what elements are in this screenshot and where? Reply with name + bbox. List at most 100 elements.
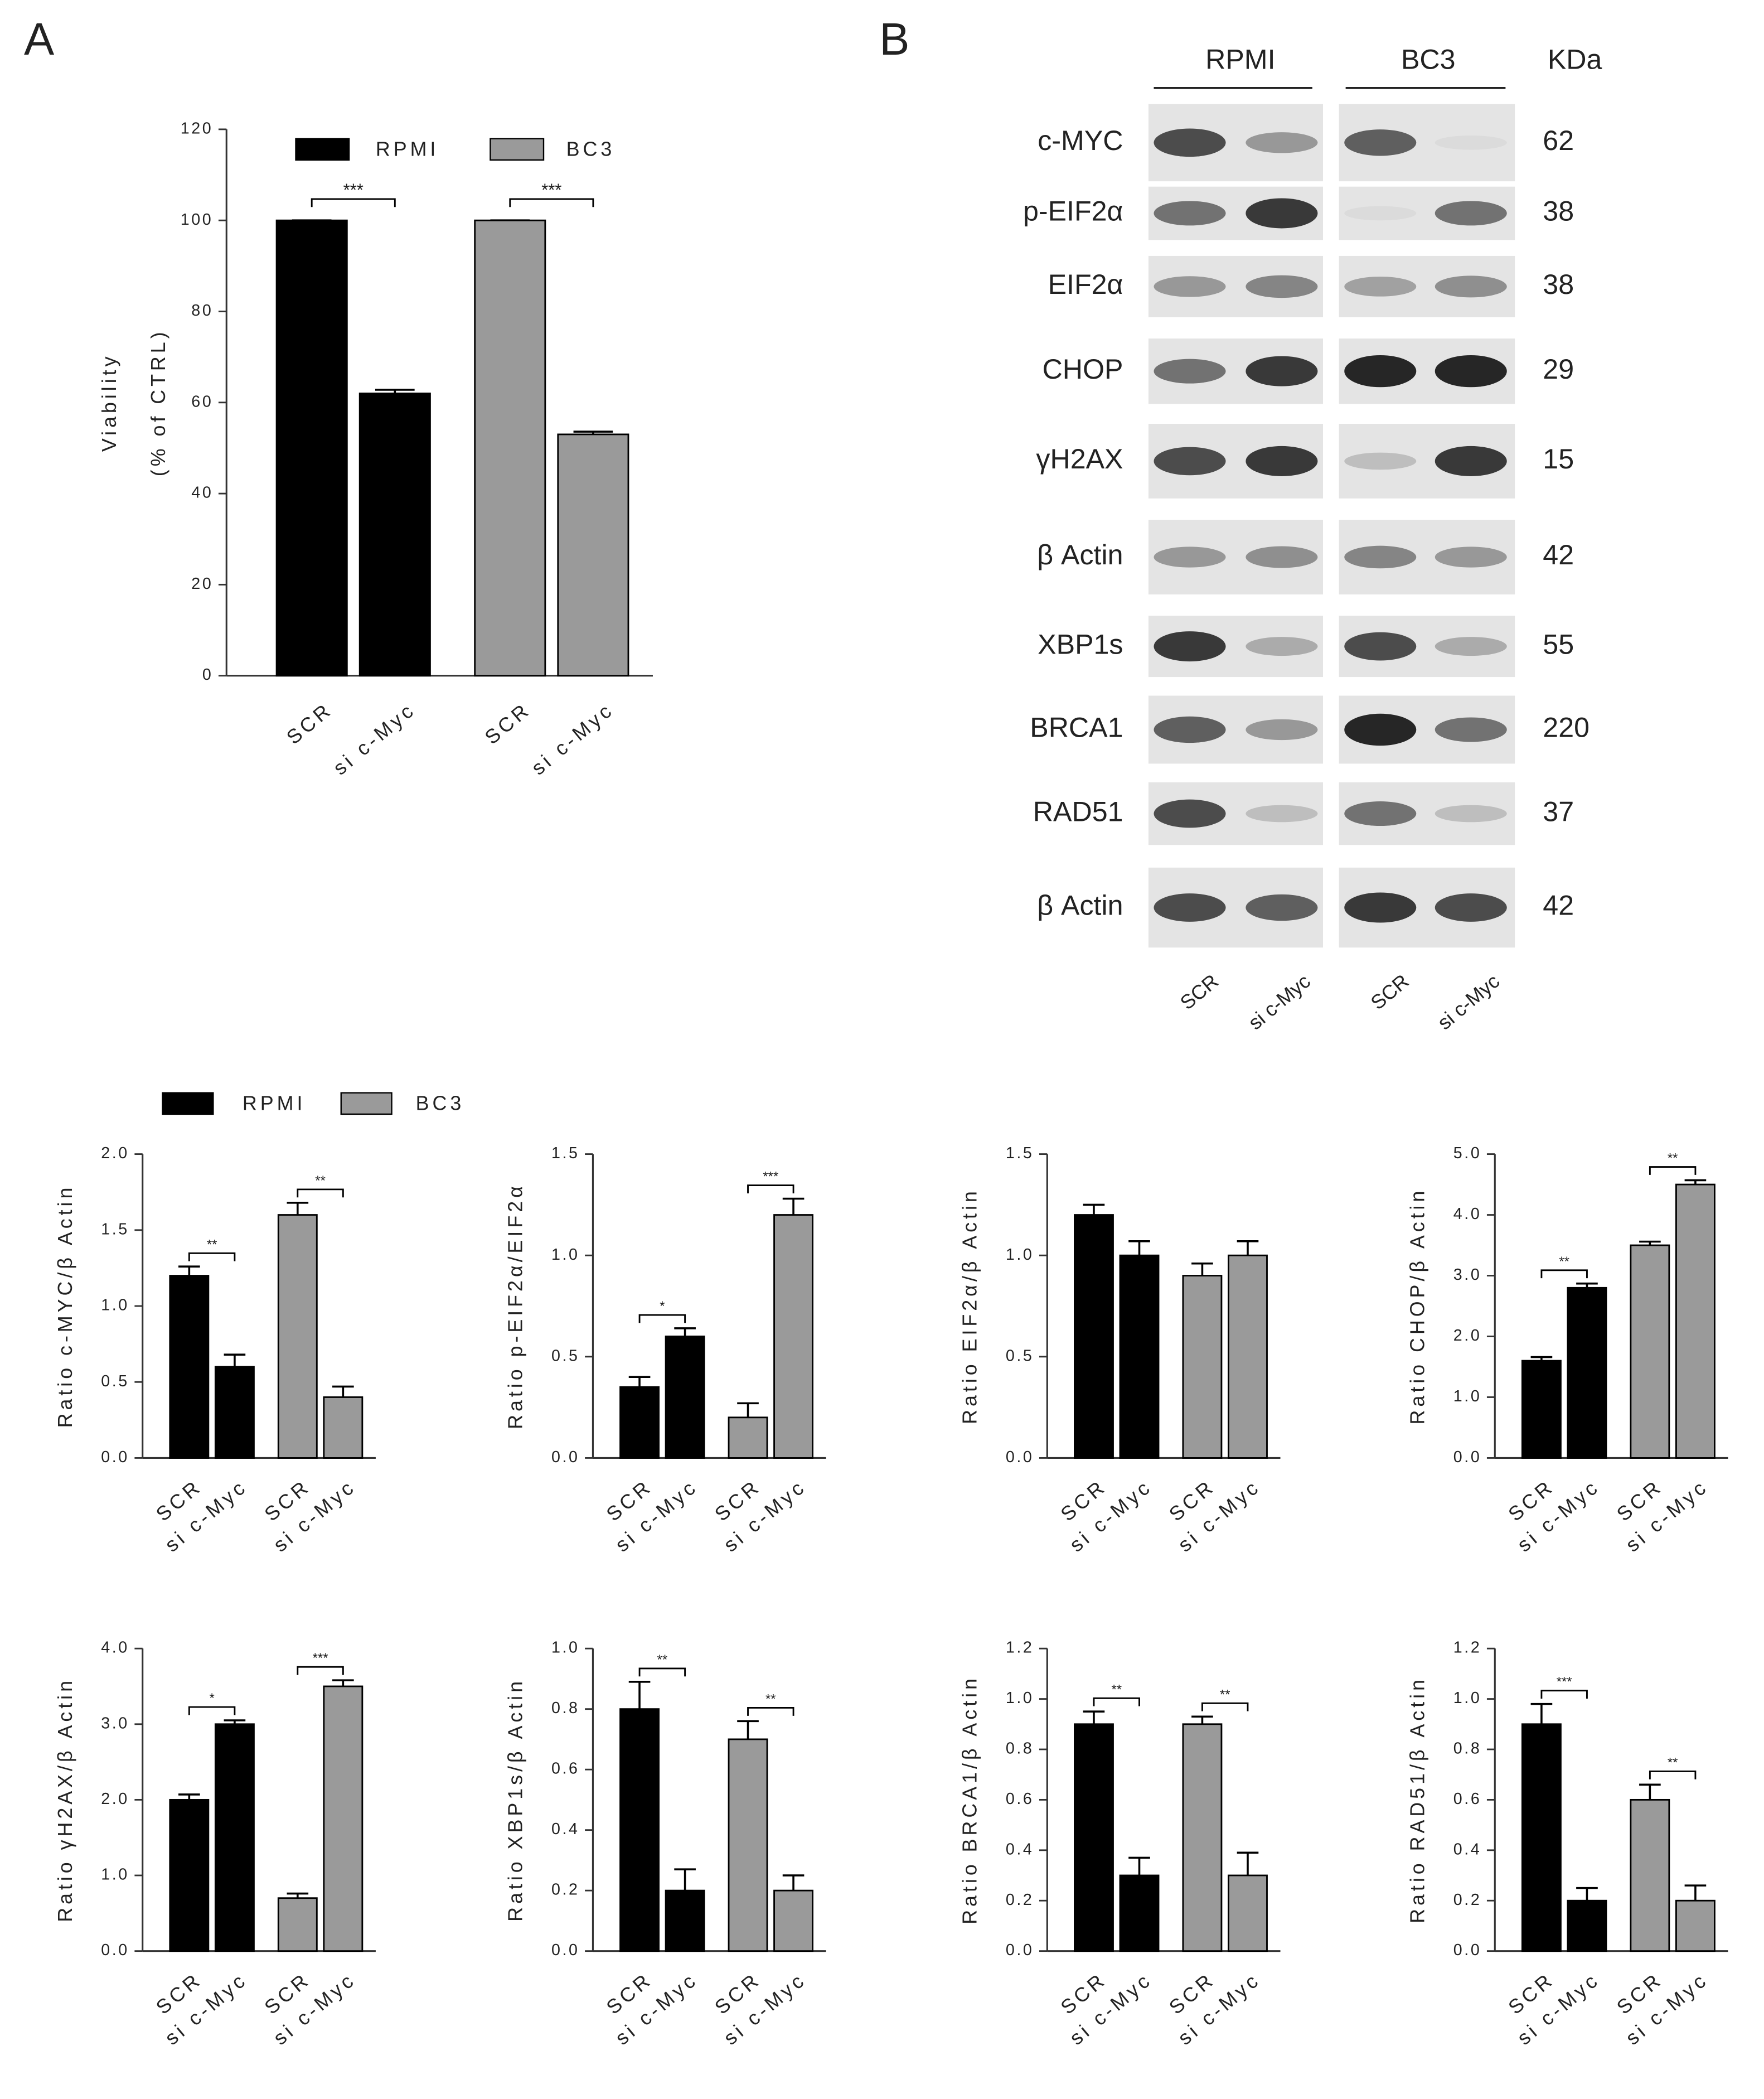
blot-band (1154, 893, 1226, 922)
significance-bracket (1649, 1166, 1697, 1175)
blot-band (1246, 356, 1318, 386)
significance-bracket (1540, 1269, 1588, 1279)
significance-bracket (188, 1252, 236, 1261)
bar (1119, 1254, 1160, 1459)
panel-label: A (24, 14, 55, 65)
y-tick-label: 0.0 (101, 1448, 129, 1466)
blot-band (1246, 805, 1318, 823)
y-tick-label: 1.0 (551, 1246, 580, 1264)
significance-label: ** (1668, 1151, 1678, 1166)
bar (214, 1366, 255, 1459)
bar (277, 1897, 318, 1952)
significance-label: * (209, 1691, 214, 1706)
y-tick-label: 0.4 (551, 1820, 580, 1838)
blot-row-label: CHOP (1043, 354, 1123, 385)
y-tick-label: 1.5 (101, 1220, 129, 1238)
bar (1630, 1244, 1670, 1459)
bar (557, 433, 629, 677)
x-tick-label: SCR (481, 698, 535, 749)
blot-strip (1339, 255, 1515, 317)
y-tick-label: 0.0 (101, 1941, 129, 1959)
legend-label: RPMI (376, 138, 439, 161)
blot-band (1344, 632, 1417, 661)
y-tick-label: 1.5 (551, 1144, 580, 1162)
y-tick-label: 80 (191, 302, 213, 320)
blot-row-label: RAD51 (1033, 796, 1123, 827)
blot-band (1344, 277, 1417, 297)
significance-label: *** (313, 1651, 328, 1666)
blot-band (1154, 799, 1226, 828)
blot-band (1154, 128, 1226, 157)
significance-bracket (188, 1706, 236, 1715)
y-tick-label: 0 (202, 666, 214, 684)
y-tick-label: 1.2 (1453, 1639, 1482, 1657)
legend-label: BC3 (416, 1092, 465, 1115)
y-tick-label: 1.0 (101, 1297, 129, 1314)
y-axis-label: Ratio CHOP/β Actin (1407, 1188, 1429, 1425)
y-tick-label: 0.4 (1453, 1840, 1482, 1858)
y-tick-label: 2.0 (101, 1790, 129, 1808)
bar (1521, 1360, 1562, 1459)
blot-strip (1339, 520, 1515, 594)
significance-bracket (638, 1314, 686, 1323)
panel-label: B (879, 14, 909, 65)
legend-label: RPMI (243, 1092, 306, 1115)
significance-label: *** (343, 180, 364, 200)
bar (1074, 1214, 1114, 1459)
y-tick-label: 0.8 (1453, 1740, 1482, 1758)
blot-band (1246, 446, 1318, 476)
bar (773, 1889, 814, 1952)
y-tick-label: 20 (191, 575, 213, 593)
blot-strip (1148, 520, 1323, 594)
significance-label: *** (541, 180, 561, 200)
bar (1675, 1183, 1715, 1459)
y-tick-label: 5.0 (1453, 1144, 1482, 1162)
blot-band (1246, 637, 1318, 656)
significance-bracket (1093, 1697, 1140, 1706)
legend-label: BC3 (566, 138, 616, 161)
blot-lane-label: SCR (1366, 970, 1413, 1014)
y-tick-label: 4.0 (1453, 1205, 1482, 1223)
blot-band (1344, 892, 1417, 923)
y-tick-label: 1.0 (1453, 1387, 1482, 1405)
y-axis-label: Ratio BRCA1/β Actin (959, 1675, 981, 1924)
blot-row-label: γH2AX (1036, 443, 1123, 475)
y-axis-label: Ratio γH2AX/β Actin (54, 1677, 76, 1922)
blot-kda: 37 (1543, 796, 1574, 827)
blot-band (1154, 447, 1226, 476)
bar (619, 1386, 660, 1459)
significance-bracket (638, 1667, 686, 1677)
blot-lane-label: si c-Myc (1244, 970, 1315, 1034)
significance-bracket (311, 198, 396, 207)
x-tick-label: SCR (282, 698, 336, 749)
significance-label: ** (1220, 1687, 1230, 1702)
y-tick-label: 0.0 (1006, 1941, 1034, 1959)
blot-row-label: BRCA1 (1030, 712, 1123, 743)
y-tick-label: 0.0 (551, 1941, 580, 1959)
blot-band (1154, 546, 1226, 568)
legend-swatch (295, 138, 350, 161)
bar (277, 1214, 318, 1459)
blot-band (1435, 355, 1507, 388)
y-tick-label: 1.5 (1006, 1144, 1034, 1162)
bar (1119, 1874, 1160, 1952)
blot-band (1154, 716, 1226, 743)
significance-bracket (747, 1184, 794, 1193)
blot-band (1344, 452, 1417, 470)
bar (619, 1708, 660, 1952)
blot-band (1154, 201, 1226, 226)
blot-band (1344, 713, 1417, 746)
y-tick-label: 0.2 (1006, 1891, 1034, 1909)
bar (474, 219, 546, 677)
blot-row-label: β Actin (1037, 890, 1123, 921)
y-tick-label: 0.6 (1453, 1790, 1482, 1808)
blot-band (1344, 206, 1417, 221)
blot-band (1435, 546, 1507, 568)
significance-label: ** (765, 1691, 776, 1706)
blot-band (1435, 201, 1507, 226)
y-tick-label: 0.2 (1453, 1891, 1482, 1909)
significance-bracket (747, 1707, 794, 1716)
significance-label: ** (657, 1652, 668, 1667)
